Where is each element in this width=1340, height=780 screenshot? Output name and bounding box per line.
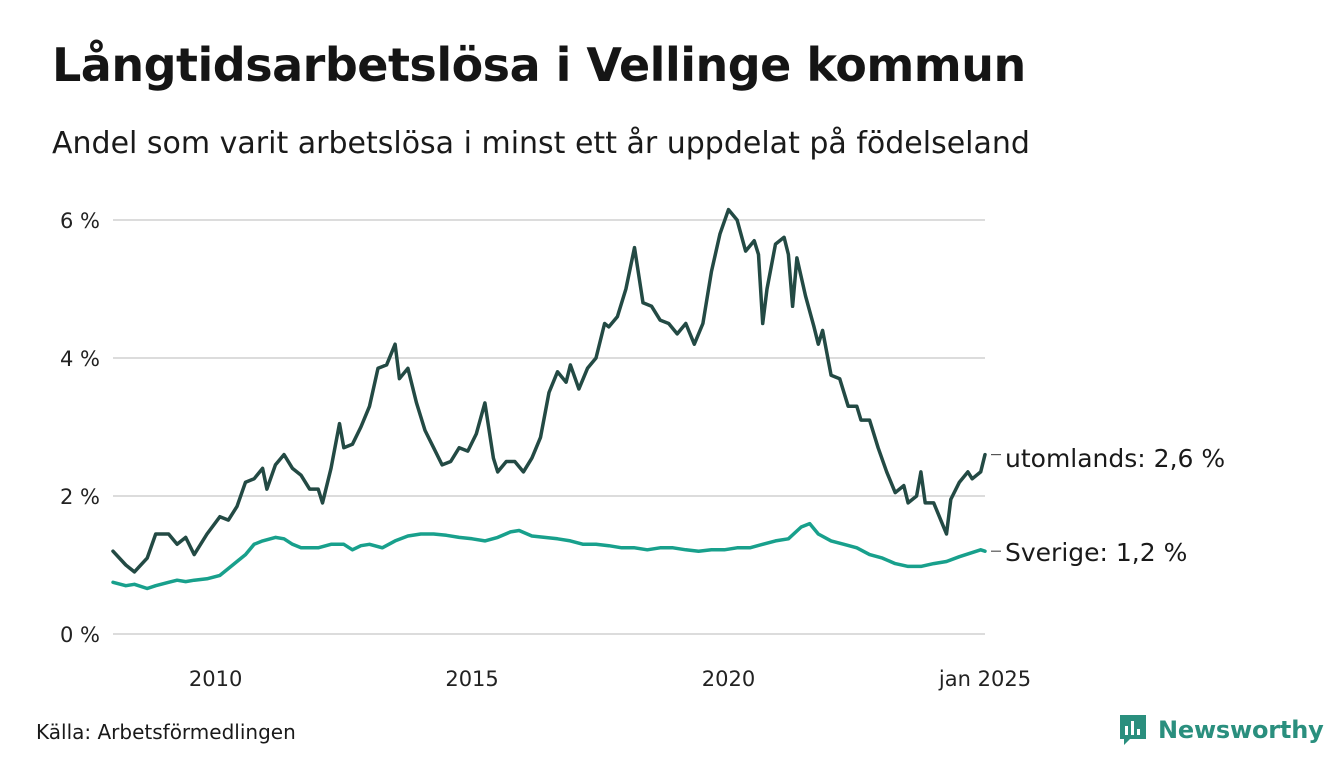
y-tick-label: 2 % [60, 485, 100, 509]
brand-logo: Newsworthy [1118, 713, 1324, 747]
chart-grid [113, 219, 985, 635]
chart-subtitle: Andel som varit arbetslösa i minst ett å… [52, 126, 1030, 161]
series-line-sverige [111, 521, 987, 591]
y-tick-label: 0 % [60, 623, 100, 647]
x-tick-label: 2015 [445, 667, 498, 691]
y-axis: 0 % 2 % 4 % 6 % [60, 209, 100, 647]
x-tick-label: jan 2025 [938, 667, 1031, 691]
chart-title: Långtidsarbetslösa i Vellinge kommun [52, 38, 1026, 92]
line-chart: 0 % 2 % 4 % 6 % 2010 2015 2020 jan 2025 utomla… [60, 207, 1225, 691]
x-tick-label: 2010 [189, 667, 242, 691]
bar-chart-logo-icon [1120, 715, 1146, 745]
series-end-labels: utomlands: 2,6 % Sverige: 1,2 % [991, 444, 1225, 567]
series-lines [111, 207, 987, 591]
brand-name: Newsworthy [1158, 716, 1324, 744]
source-note: Källa: Arbetsförmedlingen [36, 720, 296, 744]
series-line-utomlands [111, 207, 987, 574]
x-tick-label: 2020 [702, 667, 755, 691]
x-axis: 2010 2015 2020 jan 2025 [189, 667, 1031, 691]
y-tick-label: 4 % [60, 347, 100, 371]
series-end-label-sverige: Sverige: 1,2 % [1005, 538, 1187, 567]
series-end-label-utomlands: utomlands: 2,6 % [1005, 444, 1225, 473]
y-tick-label: 6 % [60, 209, 100, 233]
